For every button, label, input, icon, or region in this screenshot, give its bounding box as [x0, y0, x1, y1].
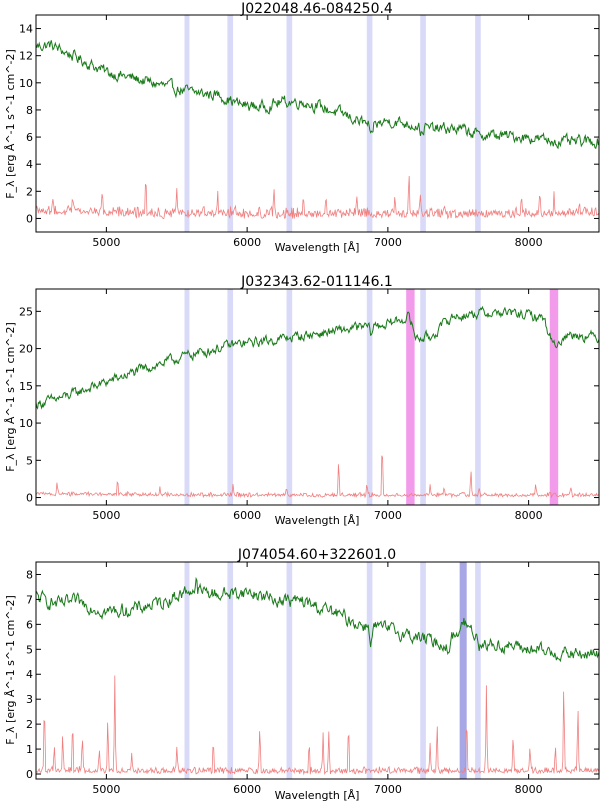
panel-3-xlabel: Wavelength [Å]	[275, 789, 360, 802]
panel-1-xtick-label: 5000	[92, 236, 120, 249]
panel-1-ytick-label: 2	[26, 185, 33, 198]
panel-3-plot-area	[36, 562, 599, 779]
panel-3-ytick-label: 5	[26, 643, 33, 656]
panel-1-ytick-label: 14	[19, 23, 33, 36]
panel-2-ytick-label: 10	[19, 417, 33, 430]
panel-2-series-error	[36, 455, 599, 499]
panel-1-ytick-label: 8	[26, 104, 33, 117]
panel-1-plot-area	[36, 15, 599, 232]
panel-2-band-sky	[420, 289, 426, 505]
panel-2-ytick-label: 15	[19, 380, 33, 393]
panel-3-xtick-label: 6000	[233, 783, 261, 796]
panel-1-band-sky	[366, 15, 373, 232]
panel-3-series-spectrum	[36, 576, 599, 663]
panel-1-ytick-label: 10	[19, 77, 33, 90]
panel-2-band-sky	[286, 289, 293, 505]
panel-3-band-sky	[286, 562, 293, 779]
panel-3: J074054.60+322601.0 Wavelength [Å] F_λ […	[4, 547, 600, 802]
panel-1: J022048.46-084250.4 Wavelength [Å] F_λ […	[4, 1, 600, 254]
panel-1-band-sky	[184, 15, 190, 232]
panel-1-band-sky	[420, 15, 426, 232]
panel-3-series-error	[36, 675, 599, 776]
panel-3-ytick-label: 7	[26, 593, 33, 606]
panel-2-ylabel: F_λ [erg Å^-1 s^-1 cm^-2]	[4, 322, 17, 472]
panel-3-ytick-label: 6	[26, 618, 33, 631]
panel-3-xtick-label: 5000	[92, 783, 120, 796]
panel-3-ytick-label: 8	[26, 568, 33, 581]
panel-1-band-sky	[475, 15, 481, 232]
panel-1-ytick-label: 6	[26, 131, 33, 144]
panel-1-band-sky	[227, 15, 234, 232]
panel-2-series-spectrum	[36, 305, 599, 410]
panel-2-band-telluric	[406, 289, 415, 505]
panel-2-xtick-label: 5000	[92, 509, 120, 522]
panel-3-ytick-label: 2	[26, 718, 33, 731]
panel-1-series-error	[36, 175, 599, 220]
panel-1-xtick-label: 8000	[515, 236, 543, 249]
panel-2-band-sky	[475, 289, 481, 505]
panel-2-xlabel: Wavelength [Å]	[275, 514, 360, 527]
panel-3-frame	[35, 561, 600, 780]
panel-1-xlabel: Wavelength [Å]	[275, 241, 360, 254]
panel-1-series-spectrum	[36, 40, 599, 150]
panel-1-xtick-label: 7000	[374, 236, 402, 249]
panel-3-band-sky	[227, 562, 234, 779]
panel-3-xtick-label: 8000	[515, 783, 543, 796]
panel-3-xtick-label: 7000	[374, 783, 402, 796]
panel-3-band-sky	[366, 562, 373, 779]
panel-2-plot-area	[36, 289, 599, 505]
panel-3-ytick-label: 0	[26, 768, 33, 781]
panel-2-ytick-label: 0	[26, 492, 33, 505]
panel-2-xtick-label: 6000	[233, 509, 261, 522]
panel-3-band-sky	[475, 562, 481, 779]
panel-3-ytick-label: 1	[26, 743, 33, 756]
panel-1-band-sky	[286, 15, 293, 232]
panel-2-band-sky	[366, 289, 373, 505]
panel-3-title: J074054.60+322601.0	[237, 547, 396, 563]
panel-2-xtick-label: 8000	[515, 509, 543, 522]
panel-1-frame	[35, 14, 600, 233]
panel-3-ytick-label: 4	[26, 668, 33, 681]
panel-1-ylabel: F_λ [erg Å^-1 s^-1 cm^-2]	[4, 49, 17, 199]
panel-2: J032343.62-011146.1 Wavelength [Å] F_λ […	[4, 274, 600, 527]
panel-3-ytick-label: 3	[26, 693, 33, 706]
panel-2-ytick-label: 20	[19, 343, 33, 356]
panel-2-band-telluric	[549, 289, 559, 505]
panel-3-ylabel: F_λ [erg Å^-1 s^-1 cm^-2]	[4, 595, 17, 745]
panel-2-band-sky	[184, 289, 190, 505]
panel-2-band-sky	[227, 289, 234, 505]
panel-1-ytick-label: 12	[19, 50, 33, 63]
panel-3-band-sky	[420, 562, 426, 779]
panel-2-frame	[35, 288, 600, 506]
panel-2-xtick-label: 7000	[374, 509, 402, 522]
panel-1-ytick-label: 0	[26, 212, 33, 225]
panel-2-title: J032343.62-011146.1	[240, 274, 393, 290]
panel-1-title: J022048.46-084250.4	[240, 1, 393, 17]
panel-1-ytick-label: 4	[26, 158, 33, 171]
panel-2-ytick-label: 25	[19, 305, 33, 318]
panel-3-band-absorber	[459, 562, 467, 779]
panel-3-band-sky	[184, 562, 190, 779]
panel-2-ytick-label: 5	[26, 454, 33, 467]
panel-1-xtick-label: 6000	[233, 236, 261, 249]
